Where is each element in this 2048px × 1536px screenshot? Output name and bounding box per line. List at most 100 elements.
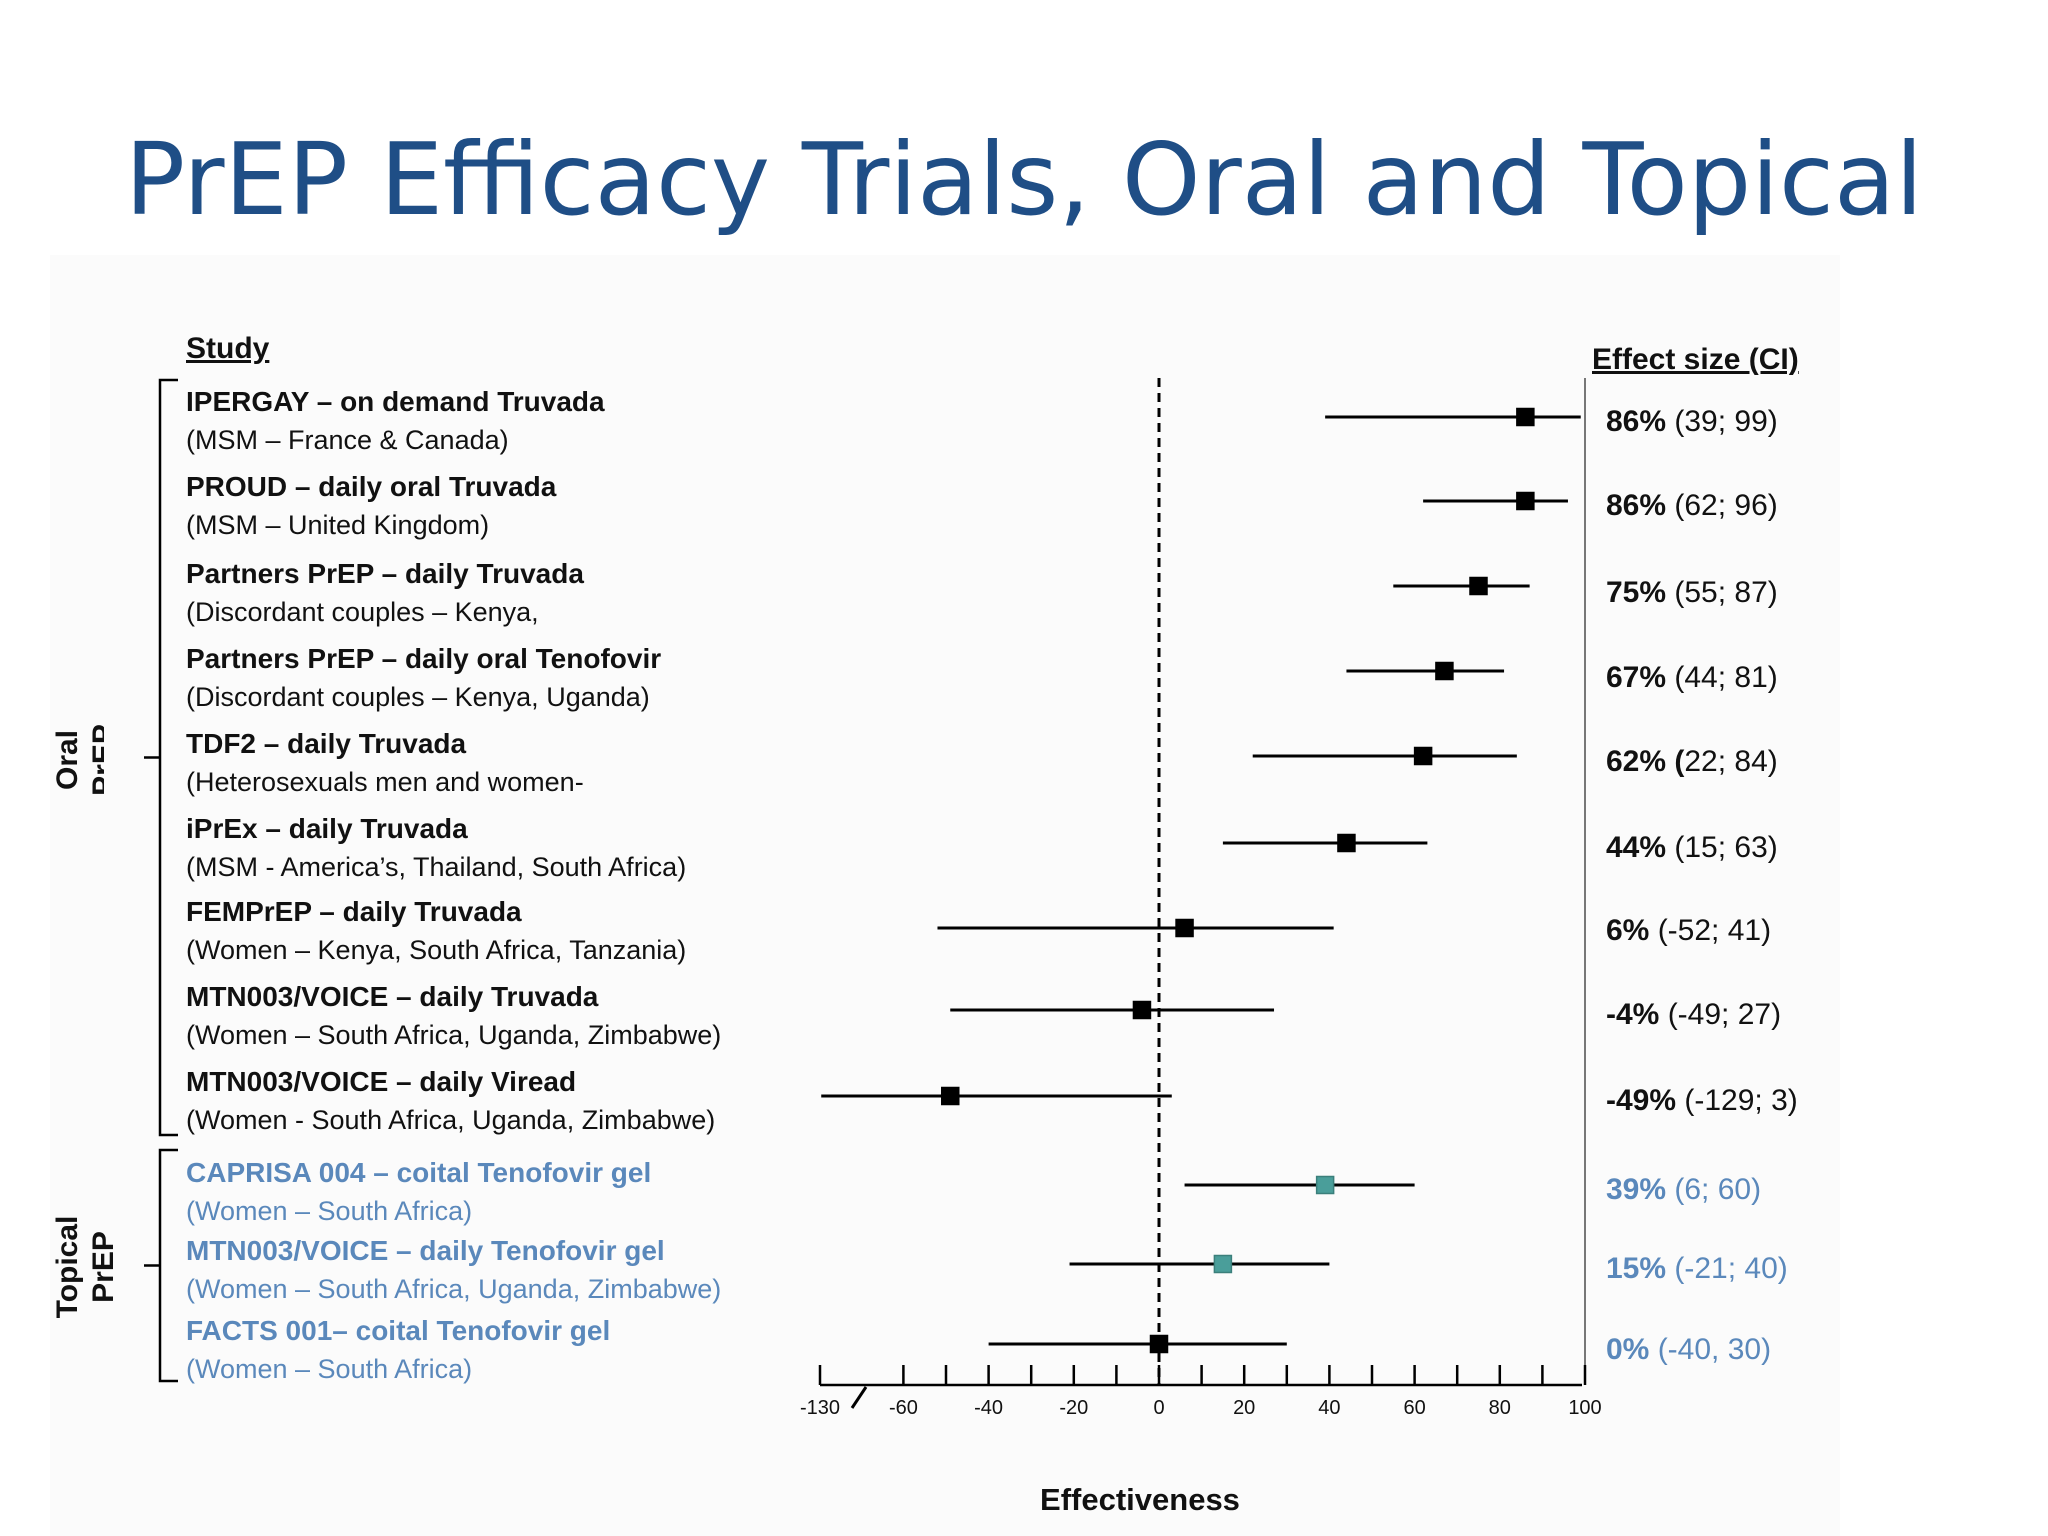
study-name: FACTS 001– coital Tenofovir gel	[186, 1315, 611, 1346]
group-bracket-topical	[144, 1148, 178, 1383]
effect-size-label: 75% (55; 87)	[1606, 576, 1778, 610]
x-tick-label: 0	[1153, 1397, 1164, 1419]
effect-ci: (62; 96)	[1666, 489, 1778, 522]
effect-size-label: 86% (39; 99)	[1606, 405, 1778, 439]
axis-break-mark	[850, 1386, 868, 1409]
study-name: Partners PrEP – daily oral Tenofovir	[186, 643, 662, 674]
point-estimate-marker	[941, 1086, 960, 1106]
point-estimate-marker	[1516, 407, 1535, 427]
slide-title: PrEP Efficacy Trials, Oral and Topical	[124, 121, 1924, 238]
effect-percent: -4%	[1606, 998, 1660, 1031]
effect-size-label: -4% (-49; 27)	[1606, 998, 1781, 1032]
study-label: MTN003/VOICE – daily Truvada (Women – So…	[186, 978, 721, 1054]
effect-percent: 86%	[1606, 489, 1667, 522]
x-tick-label: 100	[1568, 1397, 1601, 1419]
study-population: (Discordant couples – Kenya,	[186, 597, 539, 627]
point-estimate-marker	[1149, 1334, 1169, 1354]
x-tick-label: -20	[1059, 1397, 1088, 1419]
study-name: iPrEx – daily Truvada	[186, 813, 468, 844]
effect-percent: 67%	[1606, 661, 1667, 694]
x-tick-label: 80	[1489, 1397, 1511, 1419]
study-label: PROUD – daily oral Truvada (MSM – United…	[186, 468, 556, 544]
study-name: Partners PrEP – daily Truvada	[186, 558, 584, 589]
effect-percent: 44%	[1606, 831, 1667, 864]
study-name: MTN003/VOICE – daily Truvada	[186, 981, 599, 1012]
study-label: Partners PrEP – daily oral Tenofovir (Di…	[186, 640, 661, 716]
effect-size-label: 15% (-21; 40)	[1606, 1252, 1788, 1286]
study-label: MTN003/VOICE – daily Viread (Women - Sou…	[186, 1063, 715, 1139]
effect-percent: 15%	[1606, 1252, 1667, 1285]
study-label: MTN003/VOICE – daily Tenofovir gel (Wome…	[186, 1232, 721, 1308]
study-population: (Women – South Africa)	[186, 1354, 473, 1384]
x-tick-label: 40	[1318, 1397, 1340, 1419]
x-axis-label: Effectiveness	[1040, 1482, 1240, 1517]
point-estimate-marker	[1337, 833, 1356, 853]
group-bracket-oral	[144, 378, 178, 1137]
x-tick-label: -40	[974, 1397, 1003, 1419]
study-name: MTN003/VOICE – daily Viread	[186, 1066, 577, 1097]
effect-percent: 39%	[1606, 1173, 1667, 1206]
effect-size-label: 86% (62; 96)	[1606, 489, 1778, 523]
study-label: FACTS 001– coital Tenofovir gel (Women –…	[186, 1312, 610, 1388]
study-label: Partners PrEP – daily Truvada (Discordan…	[186, 555, 584, 631]
figure-panel	[50, 255, 1840, 1536]
effect-size-label: 39% (6; 60)	[1606, 1173, 1761, 1207]
effect-ci: (-21; 40)	[1666, 1252, 1788, 1285]
study-population: (MSM – United Kingdom)	[186, 510, 490, 540]
study-population: (Women – South Africa)	[186, 1196, 473, 1226]
point-estimate-marker	[1435, 661, 1454, 681]
study-name: IPERGAY – on demand Truvada	[186, 386, 605, 417]
study-population: (Women – South Africa, Uganda, Zimbabwe)	[186, 1020, 722, 1050]
effect-ci: (-49; 27)	[1659, 998, 1782, 1031]
study-population: (Women - South Africa, Uganda, Zimbabwe)	[186, 1105, 716, 1135]
effect-ci: (-52; 41)	[1649, 914, 1772, 947]
study-population: (MSM - America’s, Thailand, South Africa…	[186, 852, 687, 882]
study-column-header: Study	[186, 332, 270, 365]
study-label: FEMPrEP – daily Truvada (Women – Kenya, …	[186, 893, 686, 969]
point-estimate-marker	[1213, 1254, 1233, 1274]
effect-ci: (-129; 3)	[1676, 1084, 1798, 1117]
effect-ci: (6; 60)	[1666, 1173, 1762, 1206]
effect-ci: (44; 81)	[1666, 661, 1778, 694]
effect-ci: 22; 84)	[1684, 745, 1778, 778]
x-tick-label: -60	[889, 1397, 918, 1419]
effect-ci: (39; 99)	[1666, 405, 1778, 438]
effect-percent: 75%	[1606, 576, 1667, 609]
point-estimate-marker	[1516, 491, 1535, 511]
effect-size-label: -49% (-129; 3)	[1606, 1084, 1798, 1118]
x-tick-label: -130	[800, 1397, 840, 1419]
effect-size-label: 67% (44; 81)	[1606, 661, 1778, 695]
effect-size-label: 0% (-40, 30)	[1606, 1333, 1771, 1367]
study-name: MTN003/VOICE – daily Tenofovir gel	[186, 1235, 665, 1266]
effect-ci: (-40, 30)	[1649, 1333, 1772, 1366]
effect-ci: (15; 63)	[1666, 831, 1778, 864]
effect-ci: (55; 87)	[1666, 576, 1778, 609]
point-estimate-marker	[1132, 1000, 1152, 1020]
point-estimate-marker	[1175, 918, 1194, 938]
study-label: TDF2 – daily Truvada (Heterosexuals men …	[186, 725, 584, 801]
effect-percent: 0%	[1606, 1333, 1650, 1366]
effect-percent: -49%	[1606, 1084, 1677, 1117]
effect-percent: 62% (	[1606, 745, 1685, 778]
study-label: CAPRISA 004 – coital Tenofovir gel (Wome…	[186, 1154, 651, 1230]
effect-size-label: 44% (15; 63)	[1606, 831, 1778, 865]
study-population: (MSM – France & Canada)	[186, 425, 509, 455]
effect-percent: 86%	[1606, 405, 1667, 438]
study-label: IPERGAY – on demand Truvada (MSM – Franc…	[186, 383, 605, 459]
effect-size-column-header: Effect size (CI)	[1592, 343, 1799, 376]
point-estimate-marker	[1315, 1175, 1335, 1195]
study-population: (Women – Kenya, South Africa, Tanzania)	[186, 935, 687, 965]
study-name: CAPRISA 004 – coital Tenofovir gel	[186, 1157, 652, 1188]
study-label: iPrEx – daily Truvada (MSM - America’s, …	[186, 810, 686, 886]
study-name: TDF2 – daily Truvada	[186, 728, 467, 759]
effect-percent: 6%	[1606, 914, 1650, 947]
study-name: FEMPrEP – daily Truvada	[186, 896, 522, 927]
study-population: (Discordant couples – Kenya, Uganda)	[186, 682, 650, 712]
effect-size-label: 62% (22; 84)	[1606, 745, 1778, 779]
effect-size-label: 6% (-52; 41)	[1606, 914, 1771, 948]
point-estimate-marker	[1469, 576, 1488, 596]
study-name: PROUD – daily oral Truvada	[186, 471, 557, 502]
study-population: (Heterosexuals men and women-	[186, 767, 584, 797]
x-tick-label: 20	[1233, 1397, 1255, 1419]
